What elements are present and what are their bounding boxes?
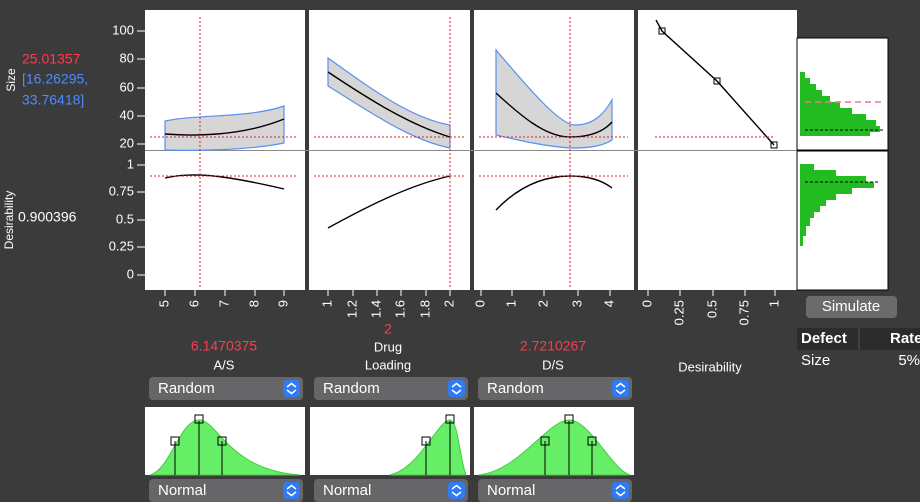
chevron-icon[interactable] xyxy=(615,484,626,497)
chevron-icon[interactable] xyxy=(286,382,297,395)
y-tick-label: 60 xyxy=(120,79,134,94)
x-tick-label: 1.2 xyxy=(344,300,359,318)
dropdown-chevron[interactable] xyxy=(612,380,629,397)
dropdown-label[interactable]: Random xyxy=(487,380,544,397)
factor-value: 2 xyxy=(384,321,392,337)
y-tick-label: 80 xyxy=(120,50,134,65)
dropdown-box[interactable] xyxy=(149,479,303,502)
chevron-icon[interactable] xyxy=(451,382,462,395)
y-tick-label: 40 xyxy=(120,107,134,122)
factor-name: A/S xyxy=(214,357,235,372)
table-cell: Size xyxy=(801,352,830,369)
x-tick-label: 1 xyxy=(319,300,334,307)
dropdown-label[interactable]: Normal xyxy=(158,482,206,499)
interval-low: [16.26295, xyxy=(22,71,88,87)
chevron-icon[interactable] xyxy=(615,382,626,395)
profile-as xyxy=(150,17,298,287)
desirability-function xyxy=(655,19,778,149)
x-tick-label: 7 xyxy=(216,300,231,307)
x-tick-label: 1.4 xyxy=(368,300,383,318)
x-tick-label: 0 xyxy=(472,300,487,307)
simulation-histograms xyxy=(800,72,883,246)
dropdown[interactable]: Random xyxy=(314,377,468,400)
x-tick-label: 0 xyxy=(639,300,654,307)
factor-value: 2.7210267 xyxy=(520,338,586,354)
dropdown-label[interactable]: Normal xyxy=(323,482,371,499)
x-tick-label: 6 xyxy=(186,300,201,307)
y-tick-label: 100 xyxy=(112,22,134,37)
dropdown-box[interactable] xyxy=(314,479,468,502)
dropdown-label[interactable]: Normal xyxy=(487,482,535,499)
dropdown-box[interactable] xyxy=(314,377,468,400)
table-header-cell: Rate xyxy=(890,330,920,347)
factor-name: Drug xyxy=(374,339,402,354)
distribution-panels xyxy=(145,407,634,476)
dropdown-label[interactable]: Random xyxy=(158,380,215,397)
dropdown-box[interactable] xyxy=(478,377,632,400)
desirability-label: Desirability xyxy=(2,191,16,250)
x-tick-label: 4 xyxy=(601,300,616,307)
x-tick-label: 1 xyxy=(503,300,518,307)
desirability-axis-label: Desirability xyxy=(678,359,742,374)
desirability-value: 0.900396 xyxy=(18,209,77,225)
factor-name: Loading xyxy=(365,357,411,372)
dropdown[interactable]: Random xyxy=(149,377,303,400)
dropdown-chevron[interactable] xyxy=(448,380,465,397)
dropdown[interactable]: Random xyxy=(478,377,632,400)
x-tick-label: 1.6 xyxy=(392,300,407,318)
y-tick-label: 1 xyxy=(127,156,134,171)
plot-panels xyxy=(145,10,889,291)
factor-name: D/S xyxy=(542,357,564,372)
x-tick-label: 0.5 xyxy=(704,300,719,318)
response-value: 25.01357 xyxy=(22,51,81,67)
profile-drug-loading xyxy=(314,17,464,287)
dropdown-box[interactable] xyxy=(478,479,632,502)
y-tick-label: 0 xyxy=(127,266,134,281)
x-tick-label: 2 xyxy=(441,300,456,307)
x-tick-label: 8 xyxy=(246,300,261,307)
x-tick-label: 2 xyxy=(535,300,550,307)
factor-value: 6.1470375 xyxy=(191,338,257,354)
dropdown[interactable]: Normal xyxy=(478,479,632,502)
dropdown-chevron[interactable] xyxy=(283,482,300,499)
dropdown-chevron[interactable] xyxy=(448,482,465,499)
x-tick-label: 5 xyxy=(156,300,171,307)
x-tick-label: 0.75 xyxy=(736,300,751,325)
simulate-label[interactable]: Simulate xyxy=(822,298,880,315)
response-label: Size xyxy=(4,68,18,92)
y-tick-label: 20 xyxy=(120,135,134,150)
dropdown-box[interactable] xyxy=(149,377,303,400)
dropdown[interactable]: Normal xyxy=(149,479,303,502)
chevron-icon[interactable] xyxy=(451,484,462,497)
dropdown-chevron[interactable] xyxy=(612,482,629,499)
x-tick-label: 0.25 xyxy=(671,300,686,325)
x-tick-label: 3 xyxy=(569,300,584,307)
x-tick-label: 9 xyxy=(275,300,290,307)
interval-high: 33.76418] xyxy=(22,92,84,108)
x-tick-label: 1 xyxy=(766,300,781,307)
dropdown[interactable]: Normal xyxy=(314,479,468,502)
profile-ds xyxy=(479,17,628,287)
dropdown-label[interactable]: Random xyxy=(323,380,380,397)
y-tick-label: 0.75 xyxy=(109,183,134,198)
table-header-cell: Defect xyxy=(801,330,847,347)
y-tick-label: 0.25 xyxy=(109,238,134,253)
chevron-icon[interactable] xyxy=(286,484,297,497)
dropdown-chevron[interactable] xyxy=(283,380,300,397)
x-tick-label: 1.8 xyxy=(417,300,432,318)
table-cell: 5% xyxy=(898,352,920,369)
y-tick-label: 0.5 xyxy=(116,211,134,226)
simulate-button[interactable]: Simulate xyxy=(806,296,897,318)
